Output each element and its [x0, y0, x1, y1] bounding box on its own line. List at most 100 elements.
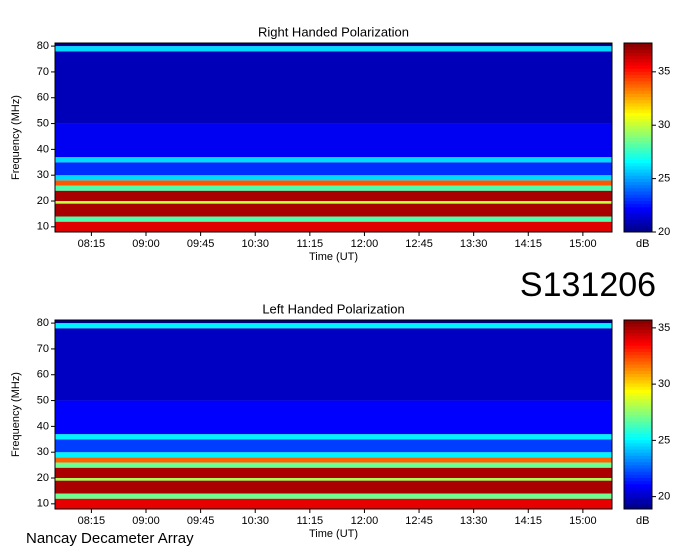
colorbar-frame [623, 42, 653, 233]
colorbar-step [624, 71, 652, 75]
colorbar-step [624, 219, 652, 224]
x-tick-label: 12:00 [351, 238, 379, 250]
chart-title: Left Handed Polarization [262, 301, 404, 316]
colorbar-step [624, 131, 652, 135]
colorbar-step [624, 471, 652, 475]
heat-band [55, 175, 612, 181]
colorbar-step [624, 209, 652, 214]
colorbar-frame [623, 319, 653, 510]
colorbar-tick-label: 30 [658, 119, 670, 131]
colorbar-step [624, 499, 652, 504]
colorbar-step [624, 61, 652, 66]
colorbar-step [624, 408, 652, 412]
colorbar-step [624, 461, 652, 466]
colorbar-step [624, 43, 652, 47]
colorbar-step [624, 99, 652, 104]
colorbar-step [624, 175, 652, 179]
colorbar-step [624, 486, 652, 491]
colorbar-step [624, 414, 652, 419]
heat-band [55, 185, 612, 191]
colorbar-step [624, 323, 652, 327]
colorbar-step [624, 203, 652, 208]
colorbar-step [624, 96, 652, 101]
colorbar-step [624, 65, 652, 69]
colorbar-step [624, 477, 652, 482]
colorbar-label: dB [636, 515, 649, 527]
y-axis-label: Frequency (MHz) [10, 95, 22, 180]
colorbar-step [624, 367, 652, 371]
colorbar-step [624, 370, 652, 375]
x-tick-label: 12:45 [405, 515, 433, 527]
colorbar-step [624, 395, 652, 400]
colorbar-tick-label: 30 [658, 378, 670, 390]
colorbar-step [624, 342, 652, 346]
colorbar-step [624, 124, 652, 129]
colorbar-step [624, 332, 652, 337]
colorbar-step [624, 364, 652, 368]
heat-band [55, 157, 612, 163]
y-tick-label: 20 [37, 195, 49, 207]
colorbar-step [624, 194, 652, 198]
y-axis-label: Frequency (MHz) [10, 372, 22, 457]
heat-band [55, 221, 612, 232]
colorbar-step [624, 442, 652, 447]
heat-band [55, 478, 612, 481]
colorbar-step [624, 216, 652, 220]
colorbar-step [624, 373, 652, 378]
y-tick-label: 70 [37, 66, 49, 78]
colorbar-step [624, 464, 652, 469]
x-tick-label: 15:00 [569, 515, 597, 527]
colorbar-step [624, 389, 652, 393]
colorbar-step [624, 162, 652, 167]
colorbar-step [624, 165, 652, 170]
y-tick-label: 20 [37, 472, 49, 484]
colorbar-tick-label: 35 [658, 66, 670, 78]
colorbar-step [624, 134, 652, 138]
colorbar-step [624, 458, 652, 463]
x-tick-label: 12:45 [405, 238, 433, 250]
colorbar-step [624, 379, 652, 384]
colorbar-step [624, 187, 652, 192]
colorbar-step [624, 420, 652, 425]
colorbar-step [624, 430, 652, 434]
x-axis-label: Time (UT) [309, 528, 358, 540]
colorbar-step [624, 433, 652, 438]
y-tick-label: 60 [37, 369, 49, 381]
colorbar-step [624, 55, 652, 60]
colorbar-tick-label: 25 [658, 173, 670, 185]
colorbar-step [624, 137, 652, 142]
colorbar-step [624, 46, 652, 50]
colorbar-label: dB [636, 238, 649, 250]
colorbar-step [624, 77, 652, 82]
session-label: S131206 [520, 266, 656, 304]
colorbar-step [624, 468, 652, 472]
colorbar-step [624, 68, 652, 72]
colorbar-step [624, 496, 652, 501]
heat-band [55, 480, 612, 494]
colorbar-step [624, 83, 652, 88]
colorbar-step [624, 483, 652, 488]
x-tick-label: 12:00 [351, 515, 379, 527]
colorbar-step [624, 93, 652, 98]
colorbar-step [624, 398, 652, 403]
heat-band [55, 328, 612, 401]
colorbar-step [624, 376, 652, 381]
colorbar-step [624, 348, 652, 352]
x-tick-label: 09:00 [132, 515, 160, 527]
colorbar-step [624, 427, 652, 431]
colorbar-tick-label: 35 [658, 322, 670, 334]
heat-band [55, 201, 612, 204]
y-tick-label: 40 [37, 143, 49, 155]
colorbar-step [624, 49, 652, 53]
colorbar-step [624, 159, 652, 164]
heat-band [55, 400, 612, 435]
colorbar-step [624, 490, 652, 494]
colorbar-step [624, 118, 652, 123]
heat-band [55, 462, 612, 468]
x-tick-label: 13:30 [460, 515, 488, 527]
heat-band [55, 320, 612, 324]
colorbar-step [624, 200, 652, 205]
colorbar-step [624, 121, 652, 126]
